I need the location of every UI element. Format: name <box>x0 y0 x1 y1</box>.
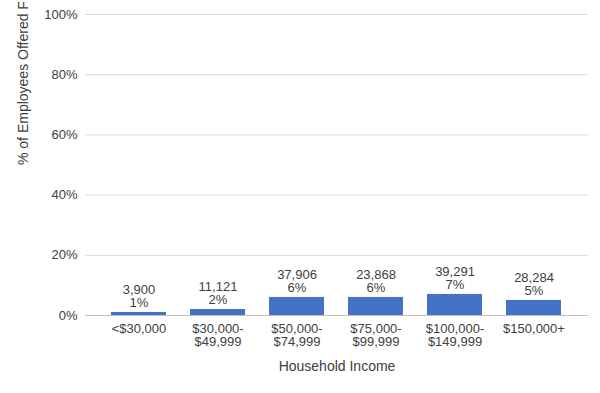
svg-text:$100,000-$149,999: $100,000-$149,999 <box>426 321 485 349</box>
svg-text:Household Income: Household Income <box>279 358 396 374</box>
svg-text:0%: 0% <box>59 308 78 323</box>
svg-text:3,9001%: 3,9001% <box>123 282 156 310</box>
svg-text:$30,000-$49,999: $30,000-$49,999 <box>192 321 243 349</box>
svg-text:$50,000-$74,999: $50,000-$74,999 <box>271 321 322 349</box>
svg-text:% of Employees Offered Free Pa: % of Employees Offered Free Parking <box>15 0 31 165</box>
svg-text:20%: 20% <box>51 247 77 262</box>
svg-text:37,9066%: 37,9066% <box>277 267 317 295</box>
svg-text:$150,000+: $150,000+ <box>503 321 565 336</box>
svg-text:80%: 80% <box>51 67 77 82</box>
svg-text:28,2845%: 28,2845% <box>514 270 554 298</box>
svg-text:39,2917%: 39,2917% <box>435 264 475 292</box>
svg-text:60%: 60% <box>51 127 77 142</box>
svg-text:100%: 100% <box>44 7 78 22</box>
svg-text:23,8686%: 23,8686% <box>356 267 396 295</box>
svg-text:40%: 40% <box>51 187 77 202</box>
svg-text:<$30,000: <$30,000 <box>112 321 167 336</box>
svg-text:$75,000-$99,999: $75,000-$99,999 <box>350 321 401 349</box>
svg-text:11,1212%: 11,1212% <box>199 279 238 307</box>
